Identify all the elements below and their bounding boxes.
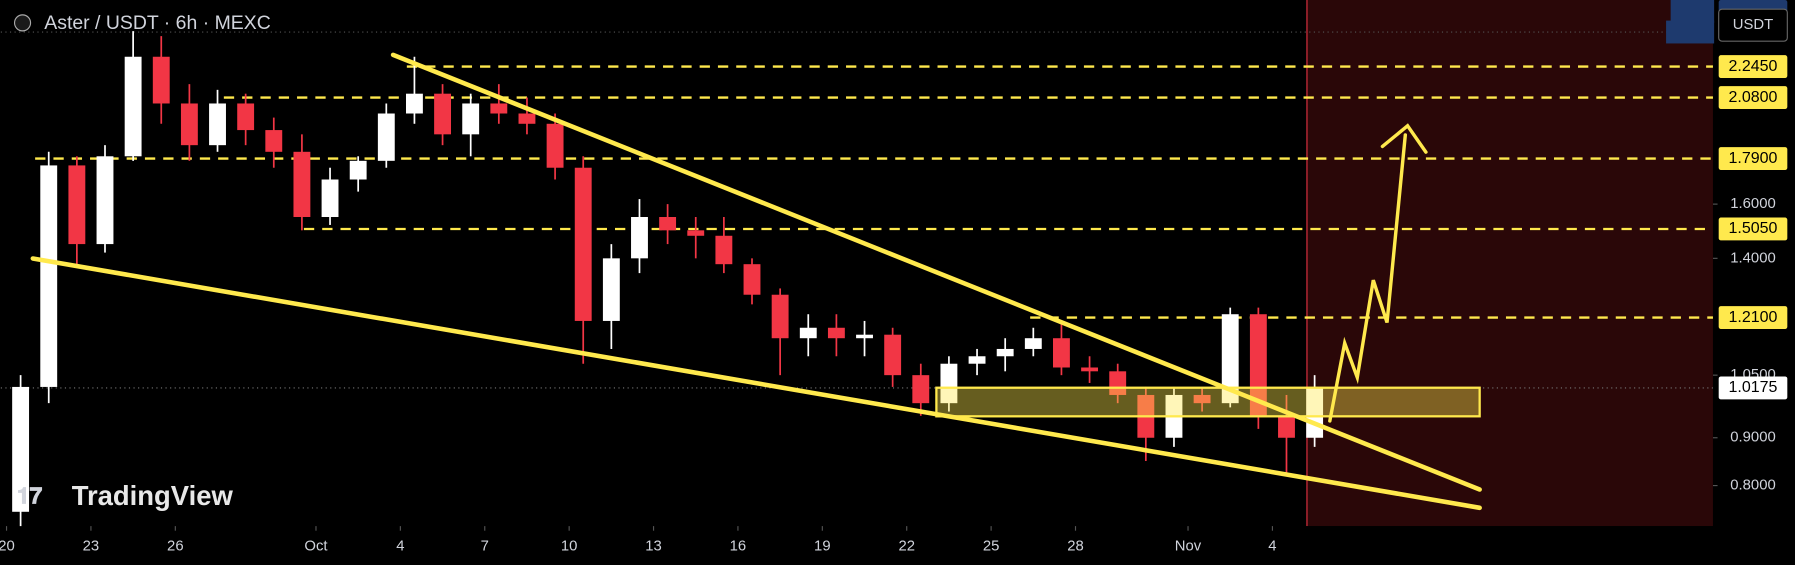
x-tick-label: Nov [1175,539,1202,555]
candle-body [1081,367,1099,372]
candle-body [462,103,480,135]
y-tick-label: 1.6000 [1730,196,1775,212]
candle-body [40,165,58,387]
candle-body [743,264,761,295]
candle-body [1278,415,1295,438]
symbol-title: Aster / USDT · 6h · MEXC [44,12,270,34]
support-zone [935,386,1481,418]
level-badge [1718,147,1788,170]
candle-body [827,327,845,339]
level-badge [1718,55,1788,79]
candle-body [940,363,958,404]
x-tick-label: 16 [730,539,747,555]
logo-mark: 𝟏𝟕 [17,483,43,509]
candle-body [237,103,255,131]
candle-body [96,156,114,245]
level-label: 1.2100 [1729,309,1778,326]
candle-body [377,113,395,161]
candle-body [434,93,452,135]
x-tick-label: 25 [983,539,1000,555]
projection-arrowhead [1380,123,1428,154]
x-tick-label: 26 [167,539,184,555]
candle-body [884,334,902,376]
candle-body [349,160,367,180]
candle-body [1193,394,1211,404]
candle-body [1053,338,1070,368]
candle-body [265,130,283,152]
x-tick-label: 22 [898,539,915,555]
candle-body [1221,314,1239,404]
y-tick-label: 0.9000 [1730,430,1775,446]
candle-body [293,151,311,218]
candle-body [799,327,817,339]
candle-body [321,179,339,218]
candle-body [1109,371,1127,395]
candles [12,31,1324,529]
x-tick-label: 20 [0,539,15,555]
x-tick-label: 13 [645,539,662,555]
level-badge [1718,306,1788,330]
candle-body [209,103,226,146]
candle-body [546,123,564,168]
high-caption-badge [1666,20,1715,44]
x-tick-label: Oct [304,539,328,555]
x-tick-label: 4 [396,539,404,555]
watermark: TradingView [72,480,234,511]
candle-body [574,167,592,321]
candle-body [602,258,620,321]
candle-body [856,334,873,339]
level-label: 2.0800 [1729,89,1778,106]
candle-body [152,56,170,104]
x-tick-label: 4 [1268,539,1276,555]
x-tick-label: 7 [481,539,489,555]
grid [0,65,1713,389]
candle-body [1024,338,1042,349]
x-tick-label: 19 [814,539,831,555]
candle-body [518,113,536,124]
last-price-badge [1718,376,1788,400]
x-tick-label: 28 [1067,539,1084,555]
currency-button[interactable] [1718,8,1788,42]
time-axis [0,526,1713,565]
candle-body [771,294,789,339]
candle-body [1249,314,1267,416]
candle-body [180,103,198,146]
y-tick-label: 1.4000 [1730,250,1775,266]
candle-body [631,217,648,259]
candle-body [490,103,508,114]
candle-body [124,56,142,157]
candle-body [12,386,30,512]
level-label: 1.5050 [1729,220,1778,237]
low-caption-badge [1670,0,1715,23]
x-tick-label: 10 [561,539,578,555]
symbol-icon [13,14,32,32]
candle-body [968,356,986,364]
candle-body [659,217,677,231]
candle-body [996,348,1014,357]
lower-trendline [30,256,1482,511]
candle-body [715,235,733,265]
level-badge [1718,217,1788,241]
candle-body [405,93,423,114]
candle-body [687,230,705,236]
drawings [30,52,1482,511]
level-badge [1718,86,1788,110]
y-tick-label: 0.8000 [1730,478,1775,494]
currency-label[interactable]: USDT [1733,17,1773,33]
last-price-label: 1.0175 [1729,379,1778,396]
axis-labels: 1.60001.40001.05000.90000.80002.24502.08… [0,0,1788,555]
level-label: 1.7900 [1729,150,1778,167]
x-tick-label: 23 [83,539,100,555]
level-label: 2.2450 [1729,58,1778,75]
candle-body [912,375,930,404]
projection-path [1328,133,1408,423]
candle-body [68,165,86,245]
future-zone [1306,0,1713,527]
